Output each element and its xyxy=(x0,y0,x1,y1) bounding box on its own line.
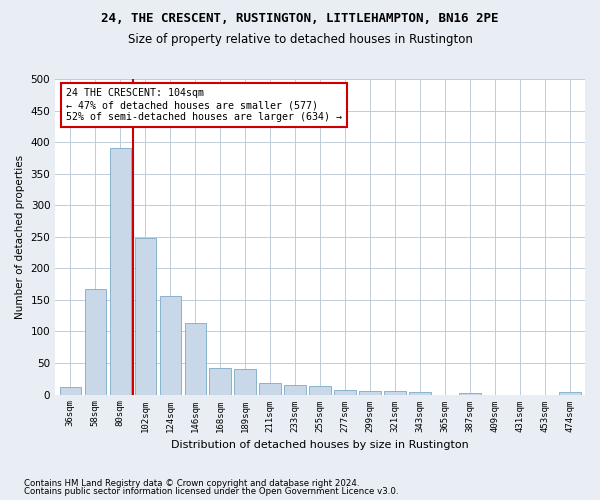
Bar xyxy=(359,391,380,394)
Bar xyxy=(160,296,181,394)
Bar xyxy=(209,368,231,394)
Bar xyxy=(284,385,306,394)
Bar xyxy=(85,289,106,395)
Text: 24, THE CRESCENT, RUSTINGTON, LITTLEHAMPTON, BN16 2PE: 24, THE CRESCENT, RUSTINGTON, LITTLEHAMP… xyxy=(101,12,499,26)
Bar xyxy=(235,370,256,394)
Bar xyxy=(310,386,331,394)
X-axis label: Distribution of detached houses by size in Rustington: Distribution of detached houses by size … xyxy=(171,440,469,450)
Bar xyxy=(334,390,356,394)
Bar xyxy=(409,392,431,394)
Bar xyxy=(559,392,581,394)
Bar xyxy=(59,387,81,394)
Bar xyxy=(259,383,281,394)
Text: Contains HM Land Registry data © Crown copyright and database right 2024.: Contains HM Land Registry data © Crown c… xyxy=(24,478,359,488)
Bar xyxy=(460,392,481,394)
Text: Size of property relative to detached houses in Rustington: Size of property relative to detached ho… xyxy=(128,32,472,46)
Bar xyxy=(110,148,131,394)
Y-axis label: Number of detached properties: Number of detached properties xyxy=(15,154,25,319)
Bar xyxy=(185,323,206,394)
Bar xyxy=(385,392,406,394)
Bar xyxy=(134,238,156,394)
Text: 24 THE CRESCENT: 104sqm
← 47% of detached houses are smaller (577)
52% of semi-d: 24 THE CRESCENT: 104sqm ← 47% of detache… xyxy=(66,88,342,122)
Text: Contains public sector information licensed under the Open Government Licence v3: Contains public sector information licen… xyxy=(24,487,398,496)
